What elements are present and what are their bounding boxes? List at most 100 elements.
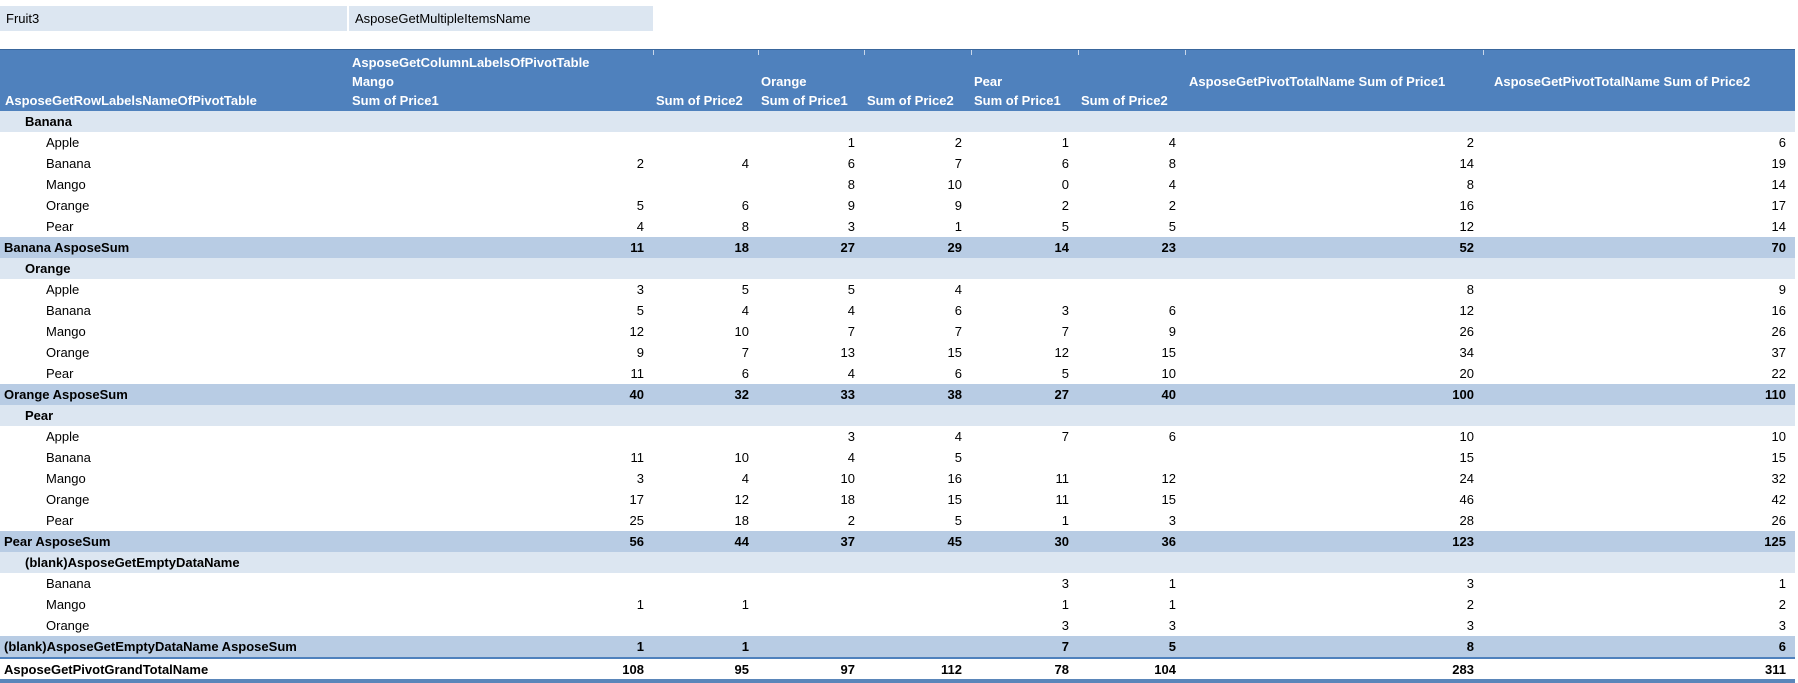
value-cell[interactable]: 4: [847, 303, 855, 318]
column-group-orange-cell[interactable]: Orange: [761, 74, 807, 89]
value-cell[interactable]: [352, 111, 653, 132]
value-cell[interactable]: [758, 111, 864, 132]
value-cell[interactable]: 3: [847, 429, 855, 444]
value-cell[interactable]: [653, 111, 758, 132]
value-cell[interactable]: 44: [734, 534, 749, 549]
value-cell[interactable]: 15: [947, 492, 962, 507]
value-cell[interactable]: [653, 132, 758, 153]
value-cell[interactable]: [971, 111, 1078, 132]
value-cell[interactable]: 110: [1765, 387, 1786, 402]
value-cell[interactable]: 18: [734, 513, 749, 528]
value-cell[interactable]: 8: [1168, 156, 1176, 171]
value-cell[interactable]: 1: [1061, 135, 1069, 150]
value-cell[interactable]: [1483, 111, 1795, 132]
value-cell[interactable]: [971, 279, 1078, 300]
value-cell[interactable]: [653, 615, 758, 636]
value-cell[interactable]: 11: [630, 240, 644, 255]
value-cell[interactable]: 70: [1771, 240, 1786, 255]
value-cell[interactable]: 10: [840, 471, 855, 486]
value-cell[interactable]: 12: [1161, 471, 1176, 486]
row-label-cell[interactable]: Banana AsposeSum: [4, 240, 130, 255]
row-label-cell[interactable]: Banana: [46, 156, 91, 171]
value-cell[interactable]: 1: [741, 597, 749, 612]
value-cell[interactable]: [971, 552, 1078, 573]
value-cell[interactable]: [653, 426, 758, 447]
value-cell[interactable]: 6: [1778, 135, 1786, 150]
value-cell[interactable]: 24: [1459, 471, 1474, 486]
value-cell[interactable]: 7: [954, 156, 962, 171]
value-cell[interactable]: [1185, 258, 1483, 279]
value-cell[interactable]: 10: [1771, 429, 1786, 444]
value-cell[interactable]: [971, 258, 1078, 279]
value-cell[interactable]: 3: [1168, 513, 1176, 528]
value-cell[interactable]: 40: [1161, 387, 1176, 402]
pear-price2-header-cell[interactable]: Sum of Price2: [1081, 93, 1168, 108]
value-cell[interactable]: 4: [847, 366, 855, 381]
value-cell[interactable]: 283: [1452, 662, 1474, 677]
value-cell[interactable]: 2: [954, 135, 962, 150]
value-cell[interactable]: 3: [1466, 618, 1474, 633]
value-cell[interactable]: 12: [1054, 345, 1069, 360]
row-labels-title-cell[interactable]: AsposeGetRowLabelsNameOfPivotTable: [5, 93, 257, 108]
value-cell[interactable]: 4: [1168, 135, 1176, 150]
value-cell[interactable]: 16: [1459, 198, 1474, 213]
value-cell[interactable]: 123: [1452, 534, 1474, 549]
value-cell[interactable]: 26: [1459, 324, 1474, 339]
row-label-cell[interactable]: Mango: [46, 324, 86, 339]
value-cell[interactable]: [352, 615, 653, 636]
value-cell[interactable]: 7: [847, 324, 855, 339]
row-label-cell[interactable]: Orange AsposeSum: [4, 387, 128, 402]
value-cell[interactable]: 2: [847, 513, 855, 528]
value-cell[interactable]: 52: [1459, 240, 1474, 255]
value-cell[interactable]: 7: [1061, 639, 1069, 654]
value-cell[interactable]: 7: [1061, 429, 1069, 444]
value-cell[interactable]: 3: [1168, 618, 1176, 633]
value-cell[interactable]: 9: [954, 198, 962, 213]
value-cell[interactable]: 4: [954, 429, 962, 444]
value-cell[interactable]: 1: [1168, 597, 1176, 612]
value-cell[interactable]: 15: [1771, 450, 1786, 465]
value-cell[interactable]: 108: [622, 662, 644, 677]
value-cell[interactable]: 3: [1466, 576, 1474, 591]
value-cell[interactable]: 4: [847, 450, 855, 465]
value-cell[interactable]: 5: [1168, 219, 1176, 234]
value-cell[interactable]: 6: [954, 303, 962, 318]
value-cell[interactable]: 40: [629, 387, 644, 402]
value-cell[interactable]: [352, 258, 653, 279]
column-group-pear-cell[interactable]: Pear: [974, 74, 1003, 89]
value-cell[interactable]: [864, 552, 971, 573]
value-cell[interactable]: [864, 258, 971, 279]
value-cell[interactable]: 7: [1061, 324, 1069, 339]
value-cell[interactable]: 3: [1061, 576, 1069, 591]
pivot-filter-value-cell[interactable]: AsposeGetMultipleItemsName: [349, 6, 653, 31]
total-price1-header-cell[interactable]: AsposeGetPivotTotalName Sum of Price1: [1189, 74, 1446, 89]
value-cell[interactable]: 38: [947, 387, 962, 402]
value-cell[interactable]: [1078, 552, 1185, 573]
value-cell[interactable]: 5: [954, 513, 962, 528]
value-cell[interactable]: 2: [1061, 198, 1069, 213]
value-cell[interactable]: 6: [741, 198, 749, 213]
value-cell[interactable]: 78: [1054, 662, 1069, 677]
value-cell[interactable]: 42: [1771, 492, 1786, 507]
value-cell[interactable]: 32: [734, 387, 749, 402]
value-cell[interactable]: 8: [741, 219, 749, 234]
value-cell[interactable]: 11: [630, 450, 645, 465]
value-cell[interactable]: 15: [1459, 450, 1474, 465]
value-cell[interactable]: 3: [1061, 618, 1069, 633]
row-label-cell[interactable]: Pear: [46, 513, 74, 528]
value-cell[interactable]: 5: [636, 303, 644, 318]
value-cell[interactable]: 29: [947, 240, 962, 255]
orange-price1-header-cell[interactable]: Sum of Price1: [761, 93, 848, 108]
value-cell[interactable]: [864, 615, 971, 636]
value-cell[interactable]: [758, 405, 864, 426]
row-label-cell[interactable]: Mango: [46, 597, 86, 612]
value-cell[interactable]: [1078, 447, 1185, 468]
value-cell[interactable]: 32: [1771, 471, 1786, 486]
value-cell[interactable]: 15: [1161, 345, 1176, 360]
value-cell[interactable]: 9: [1778, 282, 1786, 297]
value-cell[interactable]: 46: [1459, 492, 1474, 507]
row-label-cell[interactable]: Apple: [46, 282, 80, 297]
value-cell[interactable]: 12: [629, 324, 644, 339]
value-cell[interactable]: [864, 111, 971, 132]
value-cell[interactable]: 36: [1161, 534, 1176, 549]
